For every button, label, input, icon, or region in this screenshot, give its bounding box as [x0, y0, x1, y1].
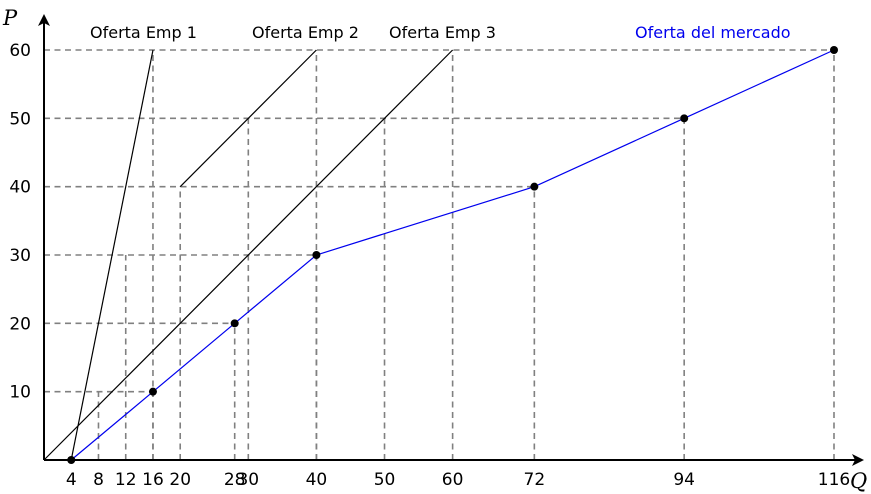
x-tick-label-50: 50 [374, 470, 396, 490]
x-tick-label-8: 8 [93, 470, 104, 490]
series-line-3 [43, 49, 454, 461]
data-points [67, 46, 838, 464]
axes: Q P [2, 6, 867, 493]
y-tick-label-10: 10 [9, 383, 31, 403]
series-line-2 [179, 49, 317, 188]
guide-lines [44, 49, 835, 460]
data-point-4 [67, 456, 76, 464]
x-tick-label-4: 4 [66, 470, 77, 490]
data-point-94 [680, 114, 689, 123]
x-tick-label-94: 94 [673, 470, 695, 490]
y-tick-label-60: 60 [9, 41, 31, 61]
x-tick-label-20: 20 [169, 470, 191, 490]
data-point-116 [830, 46, 838, 54]
x-tick-label-28: 28 [224, 470, 246, 490]
x-tick-label-72: 72 [524, 470, 546, 490]
label-oferta-emp-2: Oferta Emp 2 [252, 23, 359, 42]
x-tick-label-116: 116 [818, 470, 850, 490]
y-tick-label-30: 30 [9, 246, 31, 266]
y-tick-label-40: 40 [9, 178, 31, 198]
data-point-16 [148, 387, 157, 396]
x-tick-label-12: 12 [115, 470, 137, 490]
x-tick-label-16: 16 [142, 470, 164, 490]
y-tick-label-20: 20 [9, 314, 31, 334]
label-oferta-del-mercado: Oferta del mercado [635, 23, 791, 42]
x-tick-label-40: 40 [306, 470, 328, 490]
x-tick-label-30: 30 [237, 470, 259, 490]
series-line-1 [70, 49, 154, 461]
y-axis-arrow [38, 14, 50, 26]
label-oferta-emp-1: Oferta Emp 1 [90, 23, 197, 42]
y-axis-label: P [2, 6, 18, 30]
series-labels: Oferta Emp 1 Oferta Emp 2 Oferta Emp 3 O… [90, 23, 791, 42]
data-point-40 [312, 251, 321, 259]
data-point-72 [530, 182, 539, 191]
x-axis-label: Q [850, 469, 867, 493]
y-tick-label-50: 50 [9, 109, 31, 129]
label-oferta-emp-3: Oferta Emp 3 [389, 23, 496, 42]
data-point-28 [230, 319, 239, 328]
x-axis-arrow [852, 454, 864, 466]
x-tick-label-60: 60 [442, 470, 464, 490]
